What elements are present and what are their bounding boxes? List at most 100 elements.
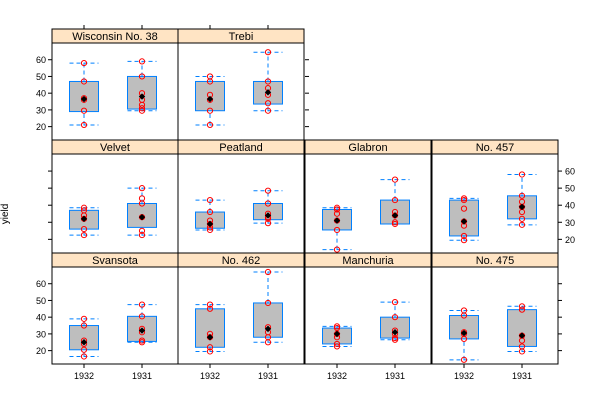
data-point xyxy=(138,58,146,65)
data-point xyxy=(80,107,88,114)
data-point xyxy=(333,323,341,330)
data-point xyxy=(80,346,88,353)
box-1931 xyxy=(507,171,537,228)
data-point xyxy=(333,246,341,253)
data-point xyxy=(391,314,399,321)
median-marker xyxy=(138,93,146,100)
data-point xyxy=(264,268,272,276)
panel-title: Peatland xyxy=(219,142,262,154)
panel-frame xyxy=(51,153,179,254)
box-1931 xyxy=(127,301,157,346)
data-point xyxy=(138,301,146,308)
data-point xyxy=(138,337,146,344)
box-body xyxy=(253,302,283,338)
panel-title: No. 475 xyxy=(476,255,515,267)
data-point xyxy=(206,344,214,351)
panel-velvet: Velvet xyxy=(48,139,179,254)
panel-glabron: Glabron xyxy=(304,139,432,254)
x-tick-label: 1931 xyxy=(385,371,405,381)
panel-title: Svansota xyxy=(92,255,139,267)
box-1931 xyxy=(127,185,157,239)
data-point xyxy=(206,301,214,308)
median-marker xyxy=(518,203,526,211)
median-marker xyxy=(138,327,146,334)
median-marker xyxy=(138,213,146,221)
panel-grid: Wisconsin No. 38 20 30 40 50 60 Trebi Velvet Pea… xyxy=(36,25,575,381)
y-tick-label: 30 xyxy=(36,329,46,339)
median-marker xyxy=(206,95,214,103)
data-point xyxy=(138,231,146,239)
box-1932 xyxy=(449,195,479,244)
panel-peatland: Peatland xyxy=(177,139,305,254)
x-tick-label: 1931 xyxy=(512,371,532,381)
data-point xyxy=(138,195,146,202)
data-point xyxy=(138,313,146,320)
box-1932 xyxy=(195,301,225,355)
median-marker xyxy=(206,334,214,341)
data-point xyxy=(518,303,526,310)
y-tick-label: 30 xyxy=(565,218,575,228)
data-point xyxy=(206,305,214,312)
x-tick-label: 1931 xyxy=(258,371,278,381)
y-tick-label: 60 xyxy=(565,167,575,177)
median-marker xyxy=(264,325,272,333)
y-tick-label: 30 xyxy=(36,105,46,115)
box-1932 xyxy=(69,315,99,360)
box-1931 xyxy=(380,176,410,228)
data-point xyxy=(264,107,272,114)
x-tick-label: 1931 xyxy=(132,371,152,381)
data-point xyxy=(391,196,399,204)
data-point xyxy=(391,219,399,226)
box-1932 xyxy=(322,323,352,350)
data-point xyxy=(80,315,88,322)
panel-title: Manchuria xyxy=(342,255,394,267)
median-marker xyxy=(391,212,399,219)
data-point xyxy=(138,73,146,80)
data-point xyxy=(333,210,341,217)
data-point xyxy=(518,171,526,178)
y-tick-label: 50 xyxy=(36,296,46,306)
panel-title: Trebi xyxy=(229,31,254,43)
panel-svansota: Svansota 20 30 40 50 60 1932 1931 xyxy=(36,252,179,381)
data-point xyxy=(333,340,341,348)
x-tick-label: 1932 xyxy=(454,371,474,381)
data-point xyxy=(518,215,526,222)
data-point xyxy=(206,73,214,80)
data-point xyxy=(333,204,341,211)
box-body xyxy=(449,199,479,237)
y-tick-label: 60 xyxy=(36,279,46,289)
x-tick-label: 1932 xyxy=(200,371,220,381)
median-marker xyxy=(80,339,88,346)
data-point xyxy=(206,121,214,129)
panel-frame xyxy=(177,266,305,365)
panel-title: No. 457 xyxy=(476,142,515,154)
panel-title: Glabron xyxy=(348,142,387,154)
box-1931 xyxy=(380,299,410,343)
x-tick-label: 1932 xyxy=(327,371,347,381)
data-point xyxy=(80,121,88,129)
panel-frame xyxy=(431,266,559,365)
y-tick-label: 40 xyxy=(565,201,575,211)
data-point xyxy=(264,100,272,107)
box-1931 xyxy=(253,268,283,346)
data-point xyxy=(264,78,272,85)
data-point xyxy=(80,322,88,329)
median-marker xyxy=(391,329,399,336)
median-marker xyxy=(80,95,88,103)
median-marker xyxy=(206,220,214,228)
median-marker xyxy=(333,330,341,338)
data-point xyxy=(138,107,146,114)
data-point xyxy=(80,226,88,233)
data-point xyxy=(80,353,88,360)
box-1931 xyxy=(507,303,537,355)
box-1932 xyxy=(69,59,99,129)
y-tick-label: 20 xyxy=(565,235,575,245)
data-point xyxy=(206,107,214,114)
median-marker xyxy=(264,89,272,96)
panel-manchuria: Manchuria 1932 1931 xyxy=(304,252,432,381)
box-body xyxy=(127,75,157,110)
panel-no-462: No. 462 1932 1931 xyxy=(177,252,305,381)
data-point xyxy=(138,105,146,112)
panel-frame xyxy=(304,153,432,254)
